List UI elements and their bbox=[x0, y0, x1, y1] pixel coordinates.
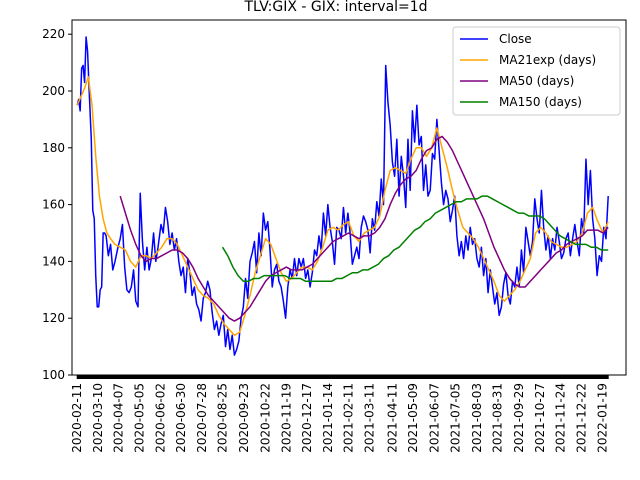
x-tick-label: 2022-01-19 bbox=[595, 383, 609, 453]
y-tick-label: 120 bbox=[42, 311, 65, 325]
x-tick-label: 2020-08-25 bbox=[216, 383, 230, 453]
y-tick-label: 100 bbox=[42, 368, 65, 382]
x-minor-ticks bbox=[77, 375, 608, 379]
x-tick-label: 2020-04-07 bbox=[112, 383, 126, 453]
x-tick-label: 2021-08-31 bbox=[491, 383, 505, 453]
x-tick-label: 2020-12-17 bbox=[300, 383, 314, 453]
x-tick-label: 2021-12-22 bbox=[575, 383, 589, 453]
x-tick-label: 2021-05-09 bbox=[406, 383, 420, 453]
x-tick-label: 2021-04-11 bbox=[385, 383, 399, 453]
x-tick-label: 2021-01-14 bbox=[321, 383, 335, 453]
x-tick-label: 2021-03-11 bbox=[362, 383, 376, 453]
x-tick-label: 2021-10-27 bbox=[533, 383, 547, 453]
x-tick-label: 2020-10-22 bbox=[259, 383, 273, 453]
x-tick-label: 2020-06-02 bbox=[153, 383, 167, 453]
x-tick-label: 2021-02-11 bbox=[342, 383, 356, 453]
legend-label: MA50 (days) bbox=[499, 74, 574, 88]
x-tick-label: 2020-11-19 bbox=[279, 383, 293, 453]
x-tick-label: 2021-09-29 bbox=[512, 383, 526, 453]
x-tick-label: 2020-09-23 bbox=[237, 383, 251, 453]
x-tick-label: 2020-02-11 bbox=[70, 383, 84, 453]
legend-label: MA150 (days) bbox=[499, 95, 582, 109]
x-tick-label: 2020-07-28 bbox=[195, 383, 209, 453]
x-tick-label: 2020-03-10 bbox=[91, 383, 105, 453]
y-tick-label: 200 bbox=[42, 84, 65, 98]
x-tick-label: 2021-07-05 bbox=[448, 383, 462, 453]
y-tick-label: 160 bbox=[42, 198, 65, 212]
chart-title: TLV:GIX - GIX: interval=1d bbox=[243, 0, 427, 15]
legend: Close MA21exp (days) MA50 (days) MA150 (day… bbox=[453, 27, 620, 115]
y-tick-label: 180 bbox=[42, 141, 65, 155]
x-tick-label: 2021-06-07 bbox=[428, 383, 442, 453]
legend-label: MA21exp (days) bbox=[499, 53, 596, 67]
x-tick-label: 2020-06-30 bbox=[174, 383, 188, 453]
legend-label: Close bbox=[499, 32, 532, 46]
y-tick-label: 140 bbox=[42, 254, 65, 268]
x-tick-label: 2021-11-24 bbox=[554, 383, 568, 453]
x-tick-label: 2020-05-05 bbox=[132, 383, 146, 453]
x-tick-label: 2021-08-03 bbox=[470, 383, 484, 453]
y-tick-label: 220 bbox=[42, 27, 65, 41]
